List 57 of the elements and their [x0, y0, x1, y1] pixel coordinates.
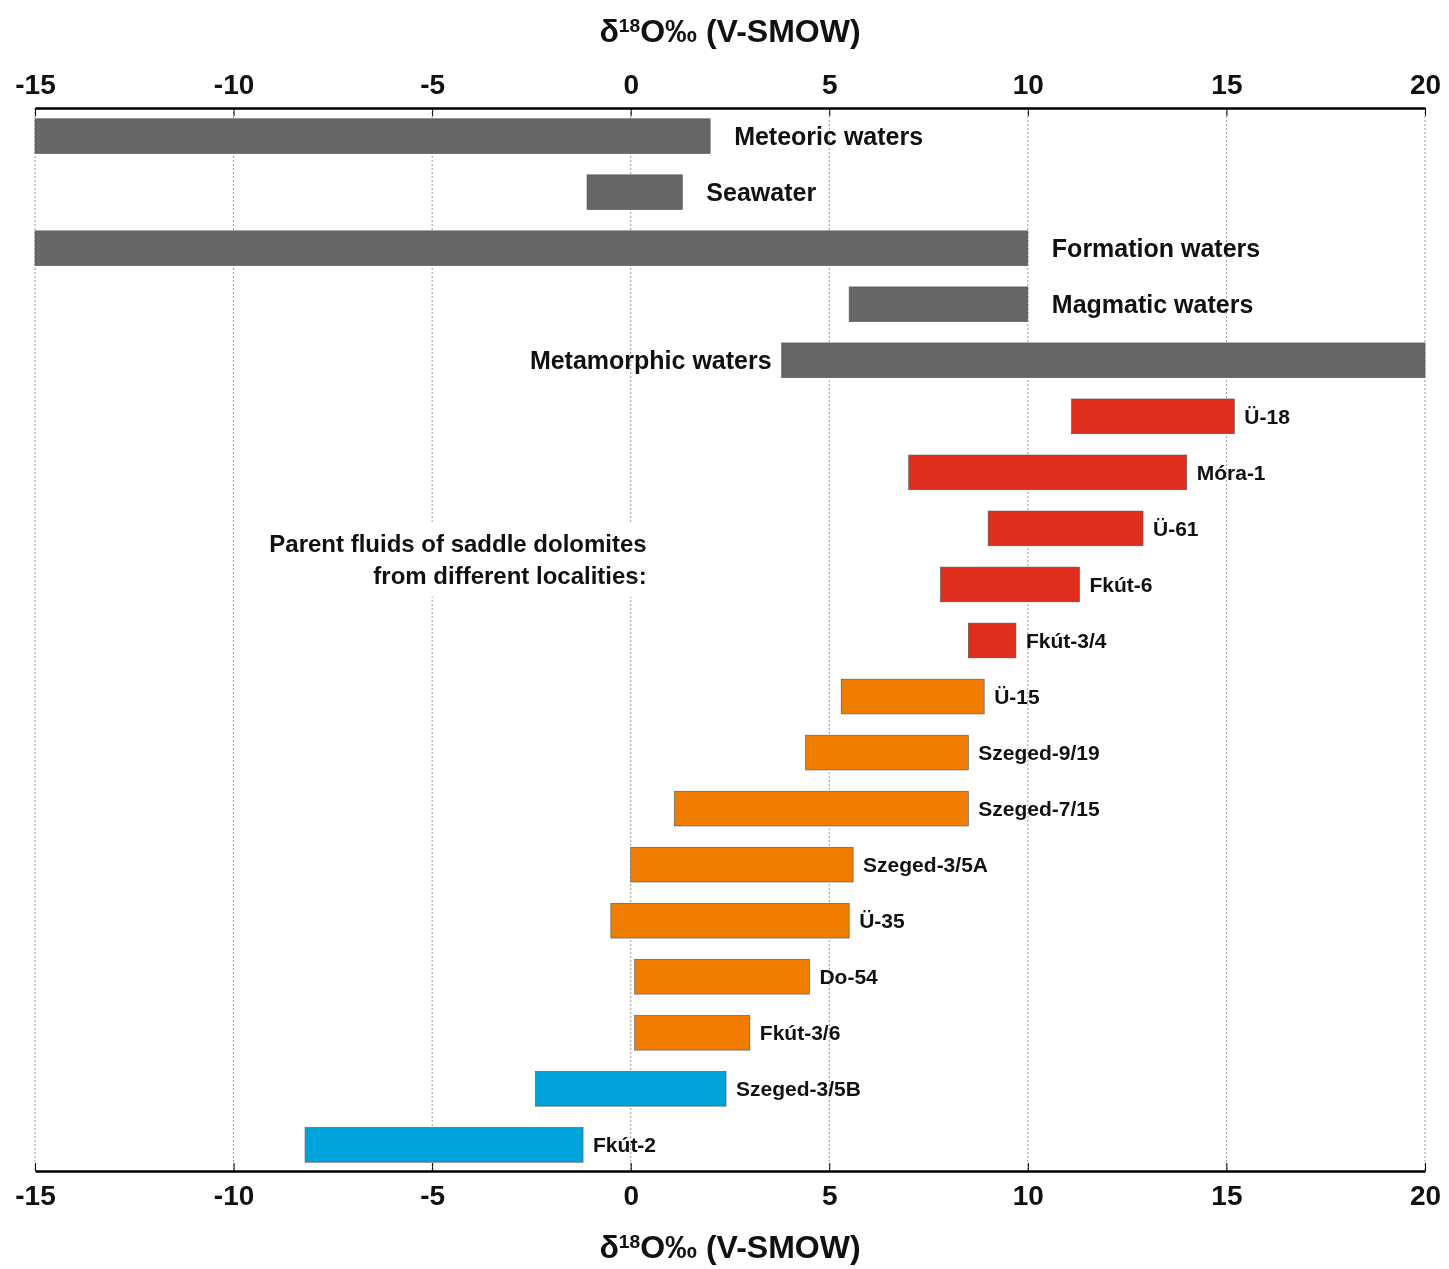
x2-tick-label: 20: [1409, 69, 1442, 100]
y-tick-label: Fkút-2: [593, 1133, 657, 1157]
y-tick-label: Ü-15: [994, 684, 1041, 708]
x2-tick-label: -10: [213, 69, 255, 100]
y-tick-label: Ü-18: [1244, 404, 1291, 428]
x2-tick-label: -15: [15, 69, 56, 100]
x2-axis-title: δ$^{18}$O‰ (V-SMOW): [599, 13, 861, 49]
y-tick-label: Móra-1: [1196, 460, 1266, 484]
x2-tick-label: 15: [1211, 69, 1243, 100]
bar: [967, 622, 1017, 659]
x-tick-label: -15: [15, 1179, 56, 1211]
bar: [304, 1127, 584, 1163]
annotation: Parent fluids of saddle dolomites from different localities:: [269, 529, 647, 589]
bar: [634, 1015, 751, 1051]
x-tick-label: -5: [420, 1179, 446, 1211]
bar: [674, 790, 969, 827]
bar: [781, 342, 1426, 378]
y-tick-label: Ü-35: [859, 909, 905, 933]
bar: [34, 118, 711, 154]
y-tick-label: Ü-61: [1153, 516, 1199, 540]
bar: [630, 846, 854, 883]
bar: [586, 174, 683, 210]
y-tick-label: Seawater: [706, 177, 817, 206]
x-tick-label: -10: [213, 1179, 255, 1211]
y-tick-label: Szeged-3/5A: [863, 853, 988, 876]
y-tick-label: Szeged-7/15: [978, 796, 1100, 820]
bar: [848, 286, 1029, 322]
bar: [940, 566, 1080, 603]
x-tick-label: 0: [623, 1179, 639, 1211]
y-tick-label: Fkút-3/6: [759, 1021, 841, 1045]
bar: [535, 1071, 727, 1107]
x-tick-label: 20: [1409, 1179, 1442, 1211]
x-tick-label: 10: [1012, 1179, 1044, 1211]
x2-tick-label: 0: [623, 69, 639, 100]
x-axis-title: δ$^{18}$O‰ (V-SMOW): [599, 1229, 861, 1265]
y-tick-label: Meteoric waters: [734, 121, 924, 150]
x2-tick-label: 10: [1012, 69, 1044, 100]
bar: [610, 903, 850, 939]
y-tick-label: Metamorphic waters: [529, 346, 772, 375]
y-tick-label: Fkút-3/4: [1025, 628, 1107, 652]
bar: [634, 959, 810, 995]
y-tick-label: Do-54: [819, 965, 879, 989]
bar: [34, 230, 1029, 266]
y-tick-label: Fkút-6: [1089, 572, 1153, 596]
x-tick-label: 5: [822, 1179, 838, 1211]
bar: [1071, 398, 1235, 435]
x2-tick-label: -5: [420, 69, 446, 100]
y-tick-label: Magmatic waters: [1051, 290, 1254, 319]
bar: [908, 454, 1188, 491]
y-tick-label: Formation waters: [1051, 234, 1261, 262]
bar: [840, 678, 985, 715]
bar: [805, 734, 969, 771]
y-tick-label: Szeged-3/5B: [736, 1077, 861, 1101]
x-tick-label: 15: [1211, 1179, 1243, 1211]
y-tick-label: Szeged-9/19: [978, 740, 1100, 764]
x2-tick-label: 5: [822, 69, 838, 100]
bar: [987, 510, 1144, 547]
